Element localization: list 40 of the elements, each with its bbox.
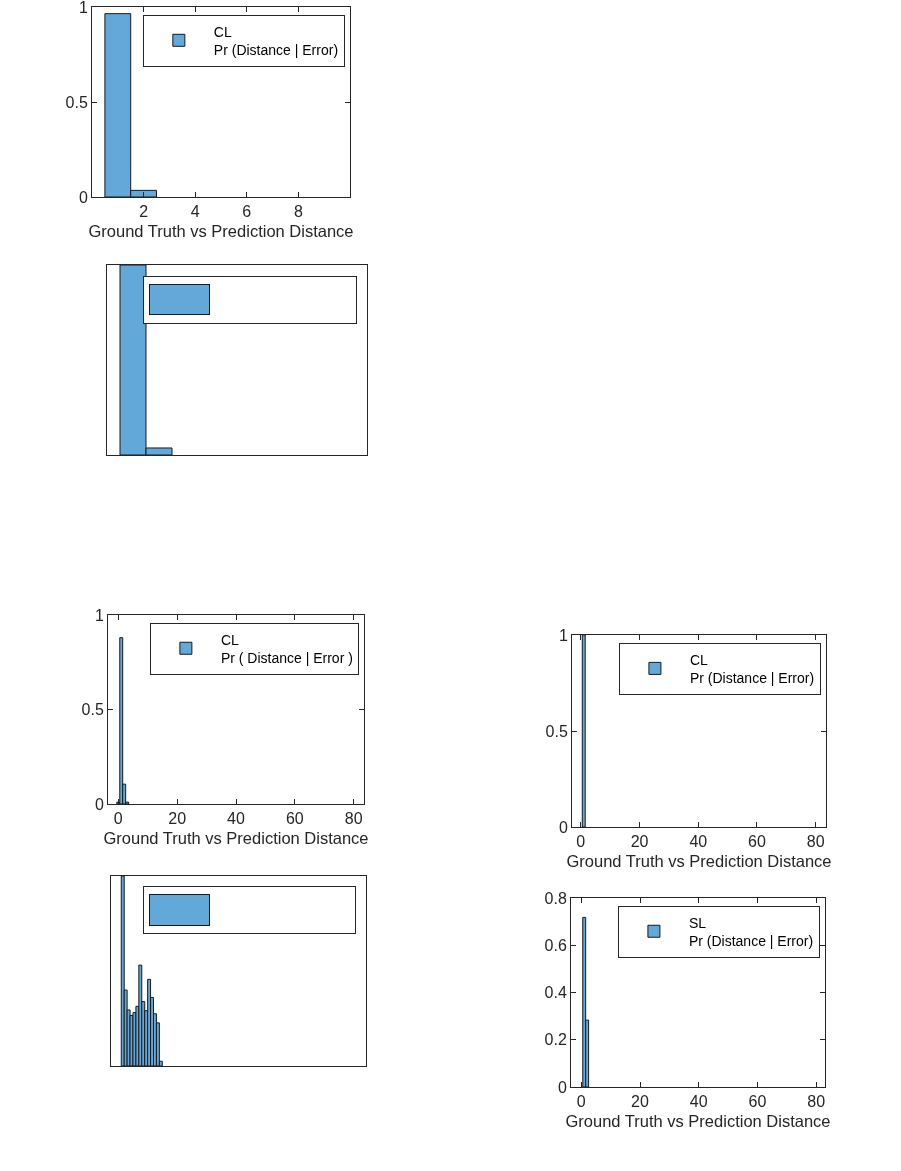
y-tick-label: 0.5 — [65, 93, 88, 111]
x-tick-label: 0 — [113, 810, 123, 828]
x-axis-title: Ground Truth vs Prediction Distance — [103, 829, 369, 848]
x-tick-label: 60 — [748, 1093, 767, 1111]
y-tick-label: 0.5 — [545, 722, 568, 740]
x-tick-label: 6 — [242, 203, 252, 221]
y-tick-label: 1 — [558, 626, 568, 644]
x-tick-label: 0 — [576, 833, 586, 851]
legend-label: CL Pr ( Distance | Error ) — [220, 631, 353, 666]
x-axis-title: Ground Truth vs Prediction Distance — [566, 852, 832, 871]
y-tick-label: 0.2 — [544, 1031, 567, 1049]
x-tick-label: 40 — [227, 810, 245, 828]
x-tick-label: 20 — [631, 1093, 650, 1111]
y-tick-label: 0 — [78, 188, 88, 206]
x-tick-label: 80 — [344, 810, 363, 828]
legend-label: CL Pr (Distance | Error) — [689, 651, 815, 686]
x-tick-label: 4 — [190, 203, 200, 221]
x-tick-label: 20 — [630, 833, 649, 851]
x-tick-label: 2 — [139, 203, 149, 221]
y-tick-label: 0.8 — [544, 889, 567, 907]
x-tick-label: 40 — [689, 833, 708, 851]
x-tick-label: 0 — [576, 1093, 586, 1111]
y-tick-label: 1 — [78, 0, 88, 16]
x-tick-label: 8 — [293, 203, 303, 221]
x-tick-label: 20 — [168, 810, 187, 828]
x-tick-label: 80 — [806, 833, 825, 851]
legend-label: SL Pr (Distance | Error) — [688, 914, 814, 949]
x-axis-title: Ground Truth vs Prediction Distance — [88, 222, 354, 241]
y-tick-label: 0 — [557, 1078, 567, 1096]
y-tick-label: 0.5 — [81, 701, 104, 719]
x-tick-label: 60 — [748, 833, 766, 851]
x-tick-label: 60 — [285, 810, 304, 828]
x-axis-title: Ground Truth vs Prediction Distance — [565, 1112, 831, 1131]
legend-label: CL Pr (Distance | Error) — [213, 23, 339, 58]
y-tick-label: 0.6 — [544, 936, 567, 954]
x-tick-label: 40 — [689, 1093, 708, 1111]
y-tick-label: 1 — [94, 606, 104, 624]
y-tick-label: 0.4 — [544, 984, 567, 1002]
y-tick-label: 0 — [94, 795, 104, 813]
x-tick-label: 80 — [807, 1093, 826, 1111]
